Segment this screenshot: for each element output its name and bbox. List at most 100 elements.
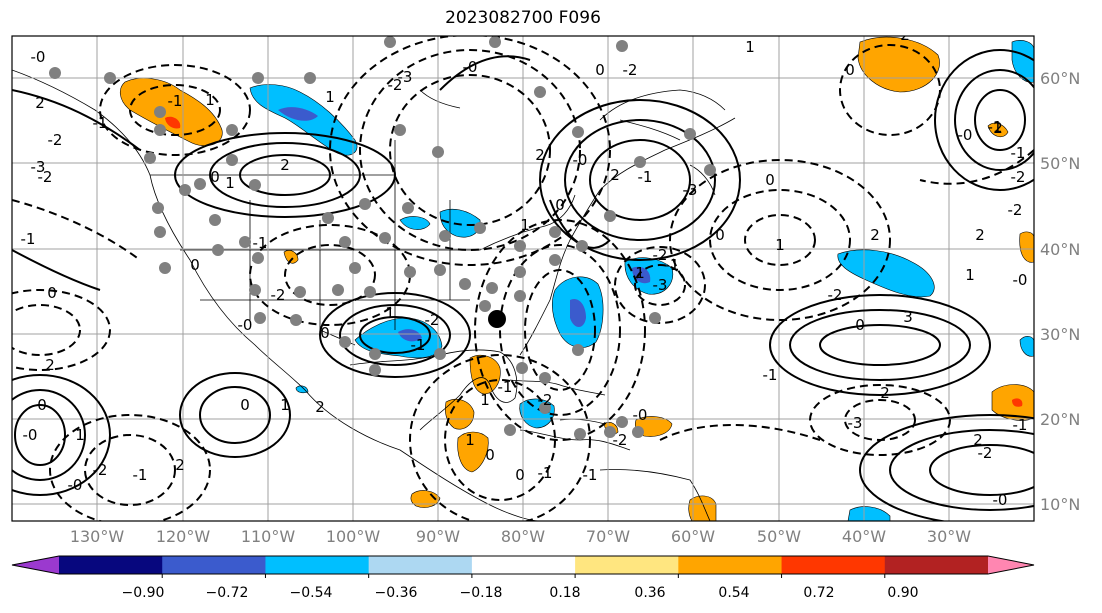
- colorbar-tick-label: −0.72: [206, 585, 249, 601]
- colorbar-segment: [471, 556, 576, 574]
- contour-label: 2: [175, 456, 185, 474]
- contour-label: -2: [425, 311, 440, 329]
- contour-label: -2: [828, 286, 843, 304]
- contour-label: 0: [715, 226, 725, 244]
- lon-label: 90°W: [416, 527, 460, 546]
- colorbar-segment: [265, 556, 370, 574]
- contour-label: -0: [463, 58, 478, 76]
- contour-label: -1: [498, 378, 513, 396]
- lat-label: 40°N: [1040, 240, 1080, 259]
- colorbar-segment: [162, 556, 266, 574]
- contour-label: 2: [975, 226, 985, 244]
- contour-label: -1: [1011, 144, 1026, 162]
- contour-label: -3: [653, 276, 668, 294]
- contour-label: -0: [993, 491, 1008, 509]
- contour-label: 2: [973, 431, 983, 449]
- contour-label: -1: [763, 366, 778, 384]
- lat-label: 50°N: [1040, 154, 1080, 173]
- contour-label: 0: [555, 196, 565, 214]
- highlighted-station-marker: [488, 310, 506, 328]
- lat-label: 20°N: [1040, 410, 1080, 429]
- contour-label: 2: [870, 226, 880, 244]
- contour-label: -0: [68, 476, 83, 494]
- contour-label: 2: [993, 119, 1003, 137]
- contour-label: -2: [271, 286, 286, 304]
- contour-label: -2: [38, 168, 53, 186]
- contour-label: 1: [205, 91, 215, 109]
- contour-label: 1: [280, 396, 290, 414]
- colorbar-tick-label: 0.72: [803, 585, 834, 601]
- contour-label: -3: [31, 158, 46, 176]
- lon-label: 130°W: [70, 527, 125, 546]
- contour-label: 1: [75, 426, 85, 444]
- colorbar-segment: [884, 556, 989, 574]
- contour-label: 2: [610, 166, 620, 184]
- contour-label: -0: [633, 406, 648, 424]
- negative-contours: [12, 36, 1034, 521]
- colorbar-max-extend: [988, 556, 1034, 574]
- contour-label: -2: [978, 444, 993, 462]
- contour-label: 2: [900, 26, 910, 44]
- contour-label: 2: [315, 398, 325, 416]
- contour-label: -2: [613, 431, 628, 449]
- contour-label: -3: [398, 68, 413, 86]
- contour-label: -1: [538, 464, 553, 482]
- contour-label: -1: [988, 118, 1003, 136]
- contour-label: 3: [903, 308, 913, 326]
- coastlines-borders: [12, 69, 736, 521]
- contour-label: 2: [45, 356, 55, 374]
- contour-label: -1: [253, 234, 268, 252]
- contour-label: -1: [133, 466, 148, 484]
- colorbar-tick-label: 0.18: [549, 585, 580, 601]
- contour-label: -1: [168, 92, 183, 110]
- colorbar-segment: [575, 556, 679, 574]
- contour-label: 0: [320, 324, 330, 342]
- contour-label: 2: [880, 384, 890, 402]
- contour-label: 2: [535, 146, 545, 164]
- contour-label: -2: [388, 76, 403, 94]
- contour-label: 1: [965, 266, 975, 284]
- colorbar-tick-label: 0.36: [634, 585, 665, 601]
- contour-label: 0: [765, 171, 775, 189]
- lon-label: 30°W: [927, 527, 971, 546]
- lat-label: 60°N: [1040, 69, 1080, 88]
- colorbar-segment: [368, 556, 473, 574]
- lat-label: 30°N: [1040, 325, 1080, 344]
- lat-label: 10°N: [1040, 495, 1080, 514]
- lon-label: 40°W: [842, 527, 886, 546]
- contour-label: -1: [93, 114, 108, 132]
- station-markers: [49, 36, 716, 440]
- lon-label: 60°W: [671, 527, 715, 546]
- contour-label: -3: [848, 414, 863, 432]
- contour-label: -0: [238, 316, 253, 334]
- contour-label: 0: [37, 396, 47, 414]
- contour-label: -1: [411, 336, 426, 354]
- contour-label: -1: [665, 256, 680, 274]
- contour-label: -2: [538, 391, 553, 409]
- contour-label: -0: [573, 151, 588, 169]
- contour-label: -0: [31, 48, 46, 66]
- contour-label: -2: [1008, 201, 1023, 219]
- contour-label: -0: [958, 126, 973, 144]
- lon-label: 100°W: [326, 527, 381, 546]
- lon-label: 120°W: [156, 527, 211, 546]
- latitude-axis: 60°N 50°N 40°N 30°N 20°N 10°N: [1040, 69, 1080, 514]
- contour-label: -2: [653, 246, 668, 264]
- contour-label: -2: [93, 461, 108, 479]
- lon-label: 80°W: [501, 527, 545, 546]
- colorbar-min-extend: [12, 556, 59, 574]
- colorbar-segment: [781, 556, 886, 574]
- colorbar-tick-label: −0.18: [460, 585, 503, 601]
- colorbar-tick-labels: −0.90 −0.72 −0.54 −0.36 −0.18 0.18 0.36 …: [122, 585, 919, 601]
- positive-contours: [12, 49, 1034, 521]
- contour-label: 1: [745, 38, 755, 56]
- contour-label: 1: [775, 236, 785, 254]
- colorbar-tick-label: 0.90: [887, 585, 918, 601]
- colorbar-tick-label: −0.90: [122, 585, 165, 601]
- colorbar-segment: [678, 556, 783, 574]
- colorbar-tick-label: 0.54: [718, 585, 749, 601]
- contour-label: -1: [583, 466, 598, 484]
- contour-label: 0: [240, 396, 250, 414]
